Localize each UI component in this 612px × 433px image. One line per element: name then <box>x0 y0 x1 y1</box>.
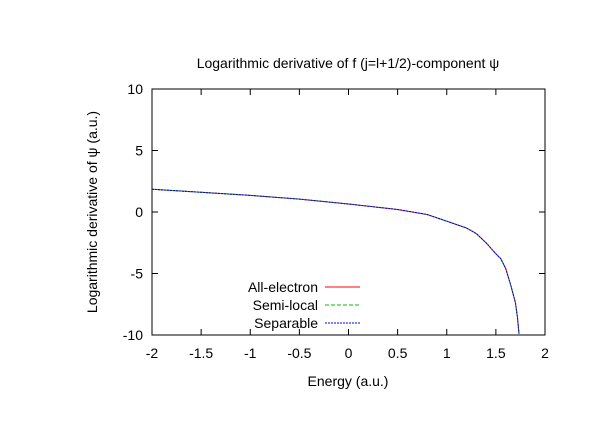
chart-title: Logarithmic derivative of f (j=l+1/2)-co… <box>197 55 500 71</box>
x-tick-label: -1.5 <box>189 345 213 361</box>
x-tick-label: 2 <box>541 345 549 361</box>
y-tick-label: 10 <box>127 81 143 97</box>
plot-frame <box>151 88 546 336</box>
x-tick-label: 0 <box>345 345 353 361</box>
x-tick-label: 0.5 <box>388 345 408 361</box>
series-line-all-electron <box>151 188 520 334</box>
x-tick-label: -0.5 <box>287 345 311 361</box>
series-line-semi-local <box>151 188 520 334</box>
legend-label: Separable <box>254 315 318 331</box>
y-axis-label: Logarithmic derivative of ψ (a.u.) <box>84 111 100 313</box>
y-tick-label: 5 <box>135 143 143 159</box>
x-tick-label: -1 <box>244 345 257 361</box>
x-axis-label: Energy (a.u.) <box>308 373 389 389</box>
series-line-separable <box>151 188 520 334</box>
legend-label: All-electron <box>248 279 318 295</box>
x-tick-label: -2 <box>146 345 159 361</box>
y-tick-label: -10 <box>123 327 143 343</box>
y-tick-label: 0 <box>135 204 143 220</box>
x-tick-label: 1.5 <box>486 345 506 361</box>
x-tick-label: 1 <box>443 345 451 361</box>
legend-label: Semi-local <box>253 297 318 313</box>
y-tick-label: -5 <box>131 266 144 282</box>
